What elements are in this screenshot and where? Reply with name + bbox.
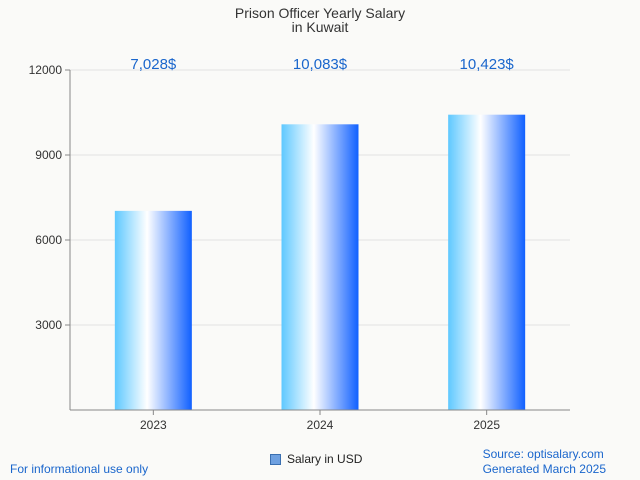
y-tick-label: 3000 — [35, 318, 62, 332]
bar-2024 — [281, 124, 359, 410]
legend: Salary in USD — [270, 452, 362, 466]
legend-label: Salary in USD — [287, 452, 363, 466]
y-tick-label: 6000 — [35, 233, 62, 247]
data-label-2024: 10,083$ — [293, 56, 348, 73]
disclaimer-text: For informational use only — [10, 462, 149, 476]
y-tick-label: 9000 — [35, 148, 62, 162]
chart-title-line-2: in Kuwait — [292, 19, 349, 35]
chart-title-line-1: Prison Officer Yearly Salary — [235, 5, 405, 21]
x-tick-label: 2023 — [140, 418, 167, 432]
data-label-2025: 10,423$ — [460, 56, 515, 73]
legend-swatch — [270, 453, 281, 465]
x-tick-label: 2024 — [307, 418, 334, 432]
data-label-2023: 7,028$ — [130, 56, 177, 73]
generated-text: Generated March 2025 — [482, 462, 606, 476]
bar-2025 — [448, 114, 526, 410]
y-tick-label: 12000 — [29, 63, 63, 77]
source-block: Source: optisalary.com Generated March 2… — [483, 447, 606, 477]
bar-2023 — [114, 210, 192, 410]
x-tick-label: 2025 — [473, 418, 500, 432]
source-text: Source: optisalary.com — [482, 447, 604, 461]
